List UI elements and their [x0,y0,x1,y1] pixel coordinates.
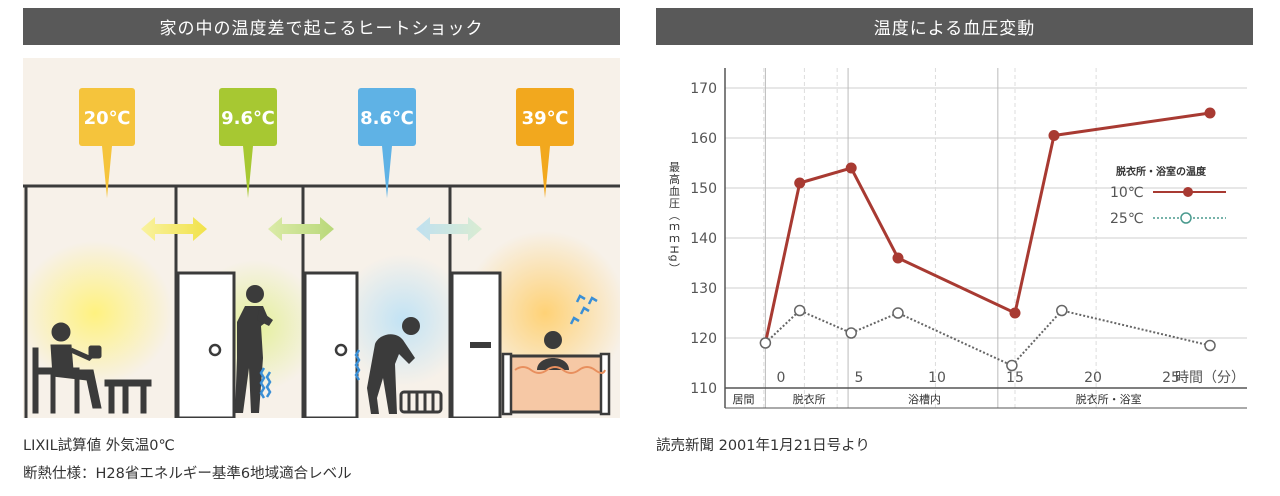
dressing-room-crouching-person-icon [367,317,420,414]
x-tick-label: 25 [1162,370,1180,386]
living-room-person-icon [32,322,152,414]
y-tick-label: 120 [690,331,717,347]
y-tick-label: 140 [690,231,717,247]
data-point-25c [1006,359,1018,372]
chart-series [759,107,1216,372]
y-tick-label: 160 [690,131,717,147]
house-illustration: 20℃ 9.6℃ 8.6℃ 39℃ [23,58,620,418]
air-flow-arrows [141,217,482,241]
source-note: 読売新聞 2001年1月21日号より [656,438,870,454]
zone-label: 脱衣所 [793,392,826,406]
shiver-lines-1 [259,367,272,399]
temp-sign-living-room: 20℃ [79,88,135,198]
data-point-25c [892,307,904,319]
legend-marker [1180,212,1192,224]
x-tick-label: 20 [1084,370,1102,386]
simulation-note: LIXIL試算値 外気温0℃ [23,438,175,454]
dressing-room-glow [337,254,469,386]
data-point-10c [892,252,904,264]
temp-sign-dressing-room: 8.6℃ [358,88,416,198]
x-axis-label: 時間（分） [1175,370,1245,386]
hallway-shivering-person-icon [235,285,273,413]
y-tick-label: 130 [690,281,717,297]
data-point-10c [1048,130,1060,141]
x-tick-label: 10 [928,370,946,386]
data-point-25c [845,327,857,339]
legend-label: 10℃ [1110,185,1144,201]
legend-marker [1183,187,1193,197]
zone-label: 脱衣所・浴室 [1076,392,1142,406]
living-room-glow [23,241,173,385]
doorknob-2 [334,343,348,357]
temp-sign-bathroom: 39℃ [516,88,574,198]
data-point-10c [1204,107,1216,119]
data-point-10c [794,177,806,189]
y-axis-label: 最高血圧（ｍｍHg） [668,161,681,275]
temp-label-hallway: 9.6℃ [221,108,275,129]
y-tick-label: 170 [690,81,717,97]
data-point-25c [1204,339,1216,352]
steam-icon [569,294,598,325]
legend-title: 脱衣所・浴室の温度 [1116,165,1207,178]
x-tick-label: 5 [855,370,864,386]
data-point-25c [793,304,806,317]
doors [176,271,502,418]
zone-label: 居間 [733,393,755,406]
insulation-spec-note: 断熱仕様：H28省エネルギー基準6地域適合レベル [23,466,352,482]
shiver-lines-2 [354,349,361,381]
legend-label: 25℃ [1110,211,1144,227]
bathtub-icon [501,331,611,416]
laundry-basket-icon [399,390,443,414]
blood-pressure-title: 温度による血圧変動 [656,8,1253,45]
doorknob-1 [208,343,222,357]
x-tick-label: 15 [1006,370,1024,386]
temp-label-dressing-room: 8.6℃ [360,108,414,129]
chart-legend: 脱衣所・浴室の温度 10℃ 25℃ [1110,165,1226,227]
data-point-25c [759,337,772,349]
x-tick-label: 0 [777,370,786,386]
data-point-10c [1009,307,1021,319]
zone-label: 浴槽内 [908,392,941,406]
temp-label-living-room: 20℃ [84,108,131,129]
y-tick-label: 110 [690,381,717,397]
temp-label-bathroom: 39℃ [522,108,569,129]
data-point-25c [1056,304,1068,317]
data-point-10c [845,162,857,174]
temp-sign-hallway: 9.6℃ [219,88,277,198]
heat-shock-title: 家の中の温度差で起こるヒートショック [23,8,620,45]
y-tick-label: 150 [690,181,717,197]
